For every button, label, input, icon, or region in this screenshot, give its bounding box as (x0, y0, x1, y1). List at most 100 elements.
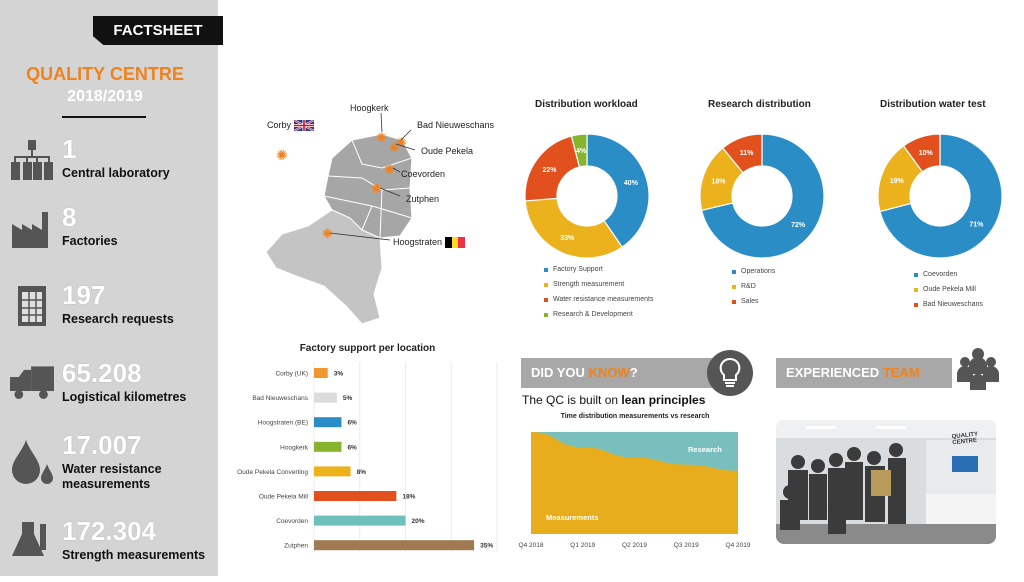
team-highlight: TEAM (882, 365, 920, 380)
stat-label: Strength measurements (62, 548, 206, 562)
truck-icon (10, 366, 54, 399)
map-marker-corby: ✺ (276, 147, 288, 163)
map-label-hoogstraten: Hoogstraten (393, 237, 465, 249)
legend-swatch (544, 312, 548, 317)
stat-logistics: 65.208 Logistical kilometres (10, 358, 218, 424)
legend-workload: Factory Support Strength measurement Water… (544, 262, 654, 322)
legend-swatch (544, 267, 548, 272)
donut-slice (721, 133, 763, 174)
bar-value-label: 3% (334, 371, 344, 378)
legend-item: Strength measurement (544, 277, 654, 292)
map-label-oude-pekela: Oude Pekela (421, 146, 474, 156)
legend-research: Operations R&D Sales (732, 264, 775, 309)
legend-water: Coevorden Oude Pekela Mill Bad Nieuweschan… (914, 267, 983, 312)
donut-slice (700, 133, 825, 259)
donut-slice (879, 133, 1003, 259)
donut-slice (524, 197, 623, 259)
donut-slice (586, 133, 650, 248)
sidebar-title: QUALITY CENTRE (26, 64, 184, 84)
map-label-coevorden: Coevorden (401, 169, 446, 179)
legend-swatch (914, 287, 918, 292)
area-series-label: Measurements (546, 513, 599, 522)
map-marker-coevorden: ✺ (384, 162, 395, 177)
sidebar: QUALITY CENTRE 2018/2019 1 Central labor… (0, 0, 218, 576)
map-marker-bad-nieuweschans: ✺ (396, 135, 407, 150)
uk-flag-icon (293, 119, 315, 133)
map-marker-hoogkerk: ✺ (376, 130, 387, 145)
donut-slice-label: 33% (560, 235, 575, 242)
stat-label: Factories (62, 234, 118, 248)
bar-category-label: Oude Pekela Converting (237, 469, 308, 476)
donut-slice-label: 18% (711, 179, 726, 186)
bar-category-label: Coevorden (276, 518, 308, 525)
legend-swatch (732, 284, 736, 289)
legend-item: Oude Pekela Mill (914, 282, 983, 297)
map-marker-oude-pekela: ✺ (389, 140, 400, 155)
donut-slice-label: 40% (624, 180, 639, 187)
belgium-flag-icon (444, 237, 465, 249)
area-chart-time-distribution: Research Measurements Q4 2018 Q1 2019 Q2 201… (519, 432, 751, 549)
area-x-tick: Q4 2019 (726, 542, 751, 549)
legend-item: Water resistance measurements (544, 292, 654, 307)
donut-slice-label: 4% (576, 148, 587, 155)
legend-label: Water resistance measurements (553, 296, 654, 303)
stat-water: 17.007 Water resistance measurements (10, 430, 218, 496)
map-label-corby: Corby (267, 119, 315, 133)
legend-item: Operations (732, 264, 775, 279)
stat-label: Research requests (62, 312, 174, 326)
map-marker-zutphen: ✺ (371, 181, 382, 196)
stat-label: Central laboratory (62, 166, 170, 180)
stat-label: Logistical kilometres (62, 390, 187, 404)
stat-label: Water resistance measurements (62, 462, 162, 491)
stat-research-requests: 197 Research requests (10, 280, 218, 346)
legend-item: Bad Nieuweschans (914, 297, 983, 312)
donut-chart-research: 72% 18% 11% (699, 133, 825, 259)
legend-item: Coevorden (914, 267, 983, 282)
banner-prefix: DID YOU (531, 365, 589, 380)
banner-highlight: KNOW (588, 365, 630, 380)
legend-item: Sales (732, 294, 775, 309)
stat-value: 197 (62, 280, 106, 310)
divider (62, 116, 146, 118)
legend-swatch (544, 282, 548, 287)
donut-slice (902, 133, 941, 173)
legend-label: Oude Pekela Mill (923, 286, 976, 293)
bar-value-label: 5% (343, 395, 353, 402)
bar-category-label: Zutphen (284, 543, 308, 550)
stat-laboratory: 1 Central laboratory (10, 134, 218, 200)
bar-value-label: 8% (357, 469, 367, 476)
area-x-tick: Q4 2018 (519, 542, 544, 549)
donut-slice-label: 22% (543, 167, 558, 174)
lean-bold: lean principles (621, 393, 706, 407)
area-series-label: Research (688, 445, 722, 454)
legend-label: Research & Development (553, 311, 633, 318)
legend-item: Factory Support (544, 262, 654, 277)
stat-value: 172.304 (62, 516, 156, 546)
team-people-icon (957, 348, 999, 390)
lightbulb-icon (707, 350, 753, 396)
stat-value: 17.007 (62, 430, 142, 460)
donut-title-water: Distribution water test (880, 99, 986, 110)
spreadsheet-icon (18, 286, 46, 326)
flask-icon (12, 522, 46, 556)
laboratory-org-icon (11, 140, 53, 180)
benelux-map (265, 133, 413, 325)
legend-label: Coevorden (923, 271, 958, 278)
legend-label: Operations (741, 268, 776, 275)
donut-slice-label: 10% (919, 150, 934, 157)
donut-slice-label: 71% (969, 222, 984, 229)
team-banner: EXPERIENCED TEAM (776, 358, 952, 388)
legend-label: Strength measurement (553, 281, 625, 288)
map-marker-hoogstraten: ✺ (322, 226, 333, 241)
bar (314, 466, 351, 477)
legend-label: Sales (741, 298, 759, 305)
legend-label: Bad Nieuweschans (923, 301, 983, 308)
area-x-tick: Q1 2019 (570, 542, 595, 549)
legend-swatch (732, 299, 736, 304)
bar-value-label: 35% (480, 543, 493, 550)
stat-factories: 8 Factories (10, 202, 218, 268)
banner-suffix: ? (629, 365, 638, 380)
bar-category-label: Corby (UK) (275, 371, 308, 378)
bar (314, 491, 397, 501)
bar (314, 417, 342, 428)
